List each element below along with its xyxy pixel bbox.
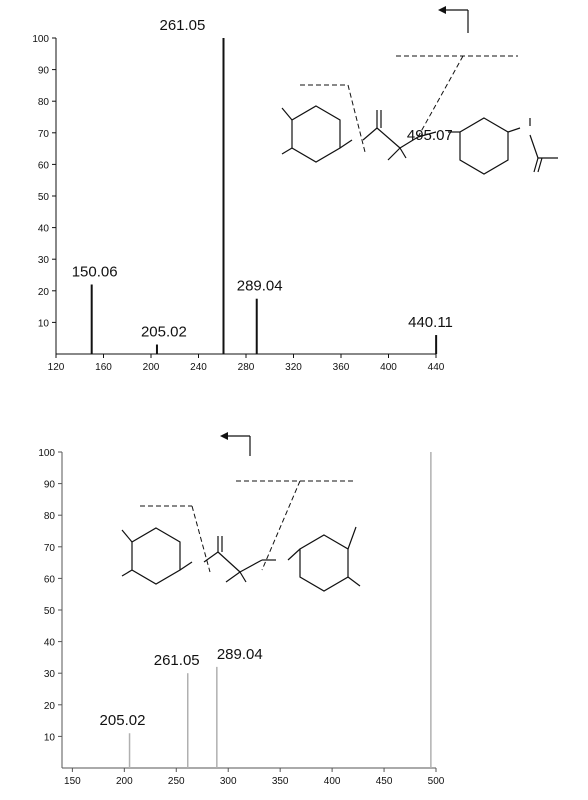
a-xtick-label: 240 (190, 362, 207, 373)
b-xtick-label: 250 (168, 776, 185, 787)
a-xtick-label: 400 (380, 362, 397, 373)
a-ytick-label: 80 (38, 97, 50, 108)
a-ytick-label: 10 (38, 318, 50, 329)
b-xtick-label: 200 (116, 776, 133, 787)
a-peak-label: 205.02 (141, 324, 187, 341)
a-xtick-label: 440 (428, 362, 445, 373)
b-ytick-label: 40 (44, 638, 56, 649)
panel-b-chemical-structure (121, 526, 361, 592)
a-peak-label: 150.06 (72, 263, 118, 280)
b-ytick-label: 10 (44, 732, 56, 743)
b-xtick-label: 300 (220, 776, 237, 787)
b-xtick-label: 500 (428, 776, 445, 787)
b-ytick-label: 60 (44, 574, 56, 585)
a-xtick-label: 160 (95, 362, 112, 373)
panel-a-axes (55, 38, 436, 355)
b-peak-label: 495.07 (407, 127, 453, 144)
b-xtick-label: 350 (272, 776, 289, 787)
a-ytick-label: 60 (38, 160, 50, 171)
b-peak-label: 289.04 (217, 646, 263, 663)
a-xtick-label: 360 (333, 362, 350, 373)
b-ytick-label: 20 (44, 701, 56, 712)
b-peak-label: 261.05 (154, 652, 200, 669)
panel-a-ring-a (291, 105, 341, 163)
b-ytick-label: 30 (44, 669, 56, 680)
b-ytick-label: 70 (44, 543, 56, 554)
panel-a-fragmentation-scheme (300, 6, 518, 153)
a-xtick-label: 120 (48, 362, 65, 373)
b-ytick-label: 80 (44, 511, 56, 522)
a-xtick-label: 200 (143, 362, 160, 373)
panel-b-peaks: 205.02 261.05 289.04 495.07 (100, 127, 453, 768)
panel-b-fragmentation-scheme (140, 432, 356, 573)
panel-a-ring-b (459, 117, 509, 175)
a-ytick-label: 30 (38, 255, 50, 266)
panel-a-arrow-head (438, 6, 446, 14)
a-ytick-label: 90 (38, 66, 50, 77)
a-ytick-label: 40 (38, 224, 50, 235)
panel-a-peaks: 150.06 205.02 261.05 289.04 440.11 (72, 17, 453, 354)
b-ytick-label: 90 (44, 480, 56, 491)
a-ytick-label: 50 (38, 192, 50, 203)
a-ytick-label: 20 (38, 287, 50, 298)
panel-b: 10 20 30 40 50 60 70 80 90 100 150 200 250 300 350 400 4… (38, 127, 453, 787)
a-xtick-label: 280 (238, 362, 255, 373)
b-ytick-label: 100 (38, 448, 55, 459)
a-xtick-label: 320 (285, 362, 302, 373)
panel-b-ring-b (299, 534, 349, 592)
panel-a-chemical-structure (281, 105, 558, 175)
a-ytick-label: 100 (32, 34, 49, 45)
a-peak-label: 261.05 (159, 17, 205, 34)
a-peak-label: 440.11 (408, 314, 453, 331)
panel-a-ticks: 10 20 30 40 50 60 70 80 90 100 120 160 200 240 280 320 3… (32, 34, 444, 373)
b-xtick-label: 450 (376, 776, 393, 787)
b-peak-label: 205.02 (100, 712, 146, 729)
panel-b-arrow-head (220, 432, 228, 440)
b-xtick-label: 150 (64, 776, 81, 787)
b-ytick-label: 50 (44, 606, 56, 617)
b-xtick-label: 400 (324, 776, 341, 787)
panel-b-ring-a (131, 527, 181, 585)
panel-a: 10 20 30 40 50 60 70 80 90 100 120 160 200 240 280 320 3… (32, 6, 558, 373)
a-ytick-label: 70 (38, 129, 50, 140)
a-peak-label: 289.04 (237, 278, 283, 295)
panel-b-ticks: 10 20 30 40 50 60 70 80 90 100 150 200 250 300 350 400 4… (38, 448, 444, 787)
